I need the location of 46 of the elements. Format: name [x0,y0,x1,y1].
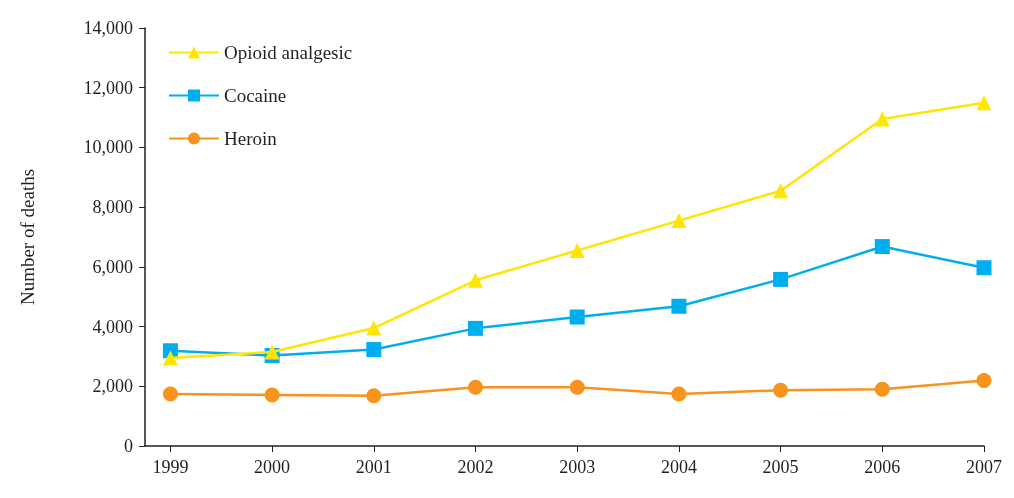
x-tick-label: 2007 [966,457,1002,477]
x-tick-label: 2003 [559,457,596,477]
point [976,260,992,276]
point [569,309,585,325]
legend-label: Cocaine [224,85,287,106]
point [671,213,687,229]
point [874,381,890,397]
point [874,239,890,255]
point [468,379,484,395]
y-tick-label: 2,000 [92,376,133,397]
legend-label: Heroin [224,128,278,149]
y-tick-label: 4,000 [92,316,133,337]
point [162,386,178,402]
point [264,344,280,360]
x-tick-label: 1999 [152,457,189,477]
y-tick-label: 6,000 [92,256,133,277]
point [468,320,484,336]
point [773,183,789,199]
point [468,272,484,288]
y-tick-label: 0 [124,436,133,456]
point [773,382,789,398]
x-tick-label: 2005 [762,457,799,477]
x-tick-label: 2004 [660,457,697,477]
x-tick-label: 2002 [457,457,494,477]
point [162,350,178,366]
y-tick-label: 8,000 [92,197,133,218]
point [874,111,890,127]
y-tick-label: 12,000 [83,77,133,98]
point [366,342,382,358]
point [569,242,585,258]
y-tick-label: 14,000 [83,18,133,38]
point [366,388,382,404]
point [773,271,789,287]
point [366,320,382,336]
legend-label: Opioid analgesic [224,42,353,63]
point [671,386,687,402]
point [264,387,280,403]
x-tick-label: 2006 [864,457,901,477]
point [569,379,585,395]
y-tick-label: 10,000 [83,137,133,158]
x-tick-label: 2000 [254,457,291,477]
point [976,95,992,111]
point [976,373,992,389]
y-axis-title: Number of deaths [17,168,38,306]
x-tick-label: 2001 [355,457,392,477]
point [671,298,687,314]
